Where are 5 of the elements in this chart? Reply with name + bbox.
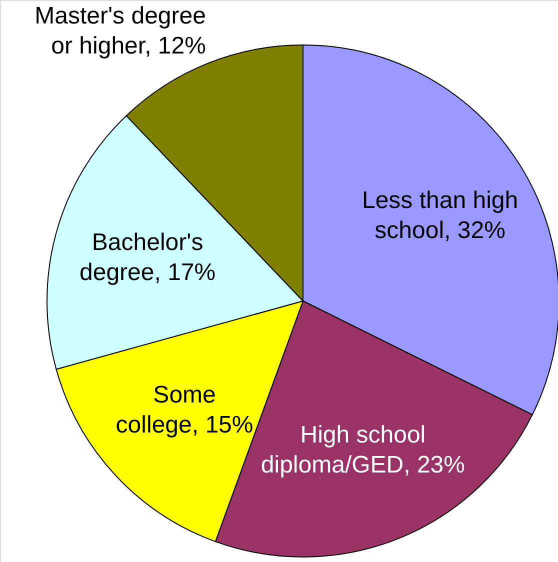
slice-label: Master's degree or higher, 12% <box>34 2 206 60</box>
slice-label: High school diploma/GED, 23% <box>260 422 465 479</box>
slice-label: Some college, 15% <box>116 381 254 438</box>
slice-label: Bachelor's degree, 17% <box>79 229 216 286</box>
slice-label: Less than high school, 32% <box>362 186 518 244</box>
